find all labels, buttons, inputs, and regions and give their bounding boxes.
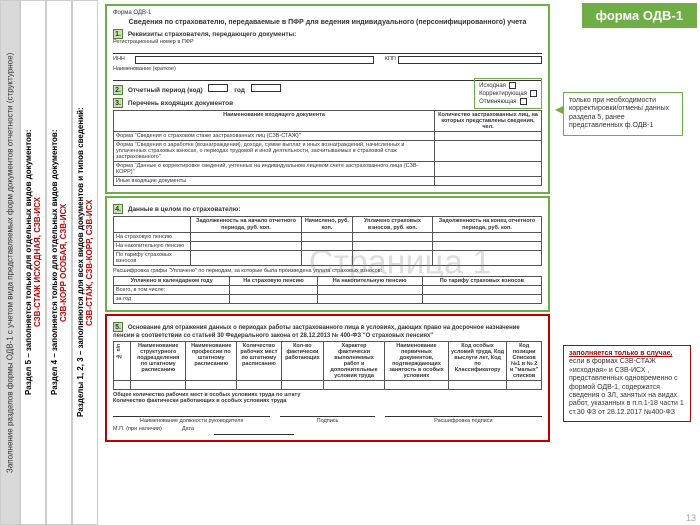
s4s2: На страховую пенсию <box>230 276 317 285</box>
signature-row: Наименование должности руководителя Подп… <box>113 408 542 424</box>
sec3-title: Перечень входящих документов <box>128 100 233 107</box>
s3-r3-val[interactable] <box>435 162 542 177</box>
section-5-block: 5. Основание для отражения данных о пери… <box>105 314 550 442</box>
sec2-num: 2. <box>113 85 123 95</box>
sec3-table: Наименование входящего документа Количес… <box>113 110 542 186</box>
main-form: Форма ОДВ-1 Сведения по страхователю, пе… <box>105 0 695 525</box>
r5-docs: СЗВ-СТАЖ ИСХОДНАЯ, СЗВ-ИСХ <box>33 198 42 328</box>
chk-korrekt[interactable] <box>530 90 537 97</box>
callout-green: только при необходимости корректировки/о… <box>563 92 683 136</box>
kpp-field[interactable] <box>398 56 542 64</box>
s3-r1-val[interactable] <box>435 132 542 141</box>
year-label: год <box>234 87 245 94</box>
inn-field[interactable] <box>135 56 374 64</box>
sec5-head: 5. Основание для отражения данных о пери… <box>113 322 542 339</box>
s3-row3: Форма "Данные о корректировке сведений, … <box>114 162 435 177</box>
r123-text: Разделы 1, 2, 3 – заполняются для всех в… <box>76 108 85 418</box>
sec4-head: 4. Данные в целом по страхователю: <box>113 204 542 214</box>
s3-col1: Наименование входящего документа <box>114 111 435 132</box>
short-name-label: Наименование (краткое) <box>113 66 542 72</box>
sec4-table: Задолженность на начало отчетного период… <box>113 216 542 265</box>
foot-sign: Подпись <box>280 418 374 424</box>
s4tot: Всего, в том числе: <box>114 285 230 294</box>
s5h8: Код позиции Списков №1 и № 2 и "малых" с… <box>507 341 542 380</box>
sections-1-3-block: Форма ОДВ-1 Сведения по страхователю, пе… <box>105 4 550 194</box>
opt-ishodnaya: Исходная <box>479 83 506 89</box>
s4s3: На накопительную пенсию <box>317 276 422 285</box>
r4-docs: СЗВ-КОРР ОСОБАЯ, СЗВ-ИСХ <box>59 203 68 321</box>
year-field[interactable] <box>251 84 281 92</box>
s3-row1: Форма "Сведения о страховом стаже застра… <box>114 132 435 141</box>
sec2-title: Отчетный период (код) <box>128 87 203 94</box>
sec1-head: 1. Реквизиты страхователя, передающего д… <box>113 29 542 39</box>
callout-red-body: если в формах СЗВ-СТАЖ «исходная» и СЗВ-… <box>569 358 684 415</box>
sec5-num: 5. <box>113 322 123 332</box>
sidebar-main-title: Заполнение разделов формы ОДВ-1 с учетом… <box>0 0 20 525</box>
form-code: Форма ОДВ-1 <box>113 10 542 16</box>
s4h3: Уплачено страховых взносов, руб. коп. <box>352 217 432 232</box>
sec1-title: Реквизиты страхователя, передающего доку… <box>128 31 297 38</box>
date-label: Дата <box>182 426 194 436</box>
sec4-title: Данные в целом по страхователю: <box>128 206 241 213</box>
r5-text: Раздел 5 – заполняется только для отдель… <box>24 130 33 396</box>
s3-col2: Количество застрахованных лиц, на которы… <box>435 111 542 132</box>
s3-r4-val[interactable] <box>435 177 542 186</box>
s3-row2: Форма "Сведения о заработке (вознагражде… <box>114 141 435 162</box>
callout-red: заполняется только в случае, если в форм… <box>563 345 691 422</box>
chk-otmen[interactable] <box>520 98 527 105</box>
s4-note: Расшифровка графы "Уплачено" по периодам… <box>113 268 542 274</box>
s5h1: Наименование структурного подразделения … <box>131 341 186 380</box>
callout-red-head: заполняется только в случае, <box>569 350 672 357</box>
section-4-block: 4. Данные в целом по страхователю: Задол… <box>105 196 550 311</box>
mp-label: М.П. (при наличии) <box>113 426 162 436</box>
sidebar-section-4: Раздел 4 – заполняется только для отдель… <box>46 0 72 525</box>
chk-ishodnaya[interactable] <box>509 82 516 89</box>
r4-text: Раздел 4 – заполняется только для отдель… <box>50 130 59 396</box>
s5h6: Наименование первичных документов, подтв… <box>385 341 449 380</box>
s4r1: На страховую пенсию <box>114 232 191 241</box>
sidebar-section-123: Разделы 1, 2, 3 – заполняются для всех в… <box>72 0 98 525</box>
arrow-green <box>555 106 563 114</box>
left-sidebar: Заполнение разделов формы ОДВ-1 с учетом… <box>0 0 100 525</box>
sec1-reg-label: Регистрационный номер в ПФР <box>113 39 542 45</box>
foot-decode: Расшифровка подписи <box>385 418 542 424</box>
sec5-table: № п/п Наименование структурного подразде… <box>113 341 542 390</box>
sec4-subtable: Уплачено в календарном году На страховую… <box>113 276 542 304</box>
sec1-reg-field[interactable] <box>113 46 542 54</box>
r123-docs: СЗВ-СТАЖ, СЗВ-КОРР, СЗВ-ИСХ <box>85 199 94 325</box>
s4h1: Задолженность на начало отчетного период… <box>191 217 302 232</box>
s4r3: По тарифу страховых взносов <box>114 250 191 265</box>
kpp-label: КПП <box>376 56 396 64</box>
form-title: Сведения по страхователю, передаваемые в… <box>113 19 542 26</box>
sidebar-section-5: Раздел 5 – заполняется только для отдель… <box>20 0 46 525</box>
opt-korrekt: Корректирующая <box>479 91 527 97</box>
s4h4: Задолженность на конец отчетного периода… <box>433 217 542 232</box>
s4s1: Уплачено в календарном году <box>114 276 230 285</box>
period-code-field[interactable] <box>208 84 228 92</box>
s5-total2-label: Количество фактически работающих в особы… <box>113 398 286 404</box>
inn-label: ИНН <box>113 56 133 64</box>
s5h4: Кол-во фактически работающих <box>281 341 323 380</box>
s5h7: Код особых условий труда, Код выслуги ле… <box>448 341 506 380</box>
sec4-num: 4. <box>113 204 123 214</box>
sec1-num: 1. <box>113 29 123 39</box>
opt-otmen: Отменяющая <box>479 99 516 105</box>
s3-row4: Иные входящие документы <box>114 177 435 186</box>
s5hnp: № п/п <box>116 343 124 360</box>
s4s4: По тарифу страховых взносов <box>422 276 541 285</box>
sec3-num: 3. <box>113 98 123 108</box>
s5h3: Количество рабочих мест по штатному расп… <box>237 341 281 380</box>
s4totyr: за год <box>114 294 230 303</box>
s4r2: На накопительную пенсию <box>114 241 191 250</box>
s5h5: Характер фактически выполняемых работ и … <box>324 341 385 380</box>
type-options: Исходная Корректирующая Отменяющая <box>474 78 542 109</box>
s4h2: Начислено, руб. коп. <box>301 217 352 232</box>
sec5-title: Основание для отражения данных о периода… <box>113 325 520 339</box>
s3-r2-val[interactable] <box>435 141 542 162</box>
s5h2: Наименование профессии по штатному распи… <box>186 341 237 380</box>
foot-role: Наименование должности руководителя <box>113 418 270 424</box>
page-number: 13 <box>686 513 696 523</box>
